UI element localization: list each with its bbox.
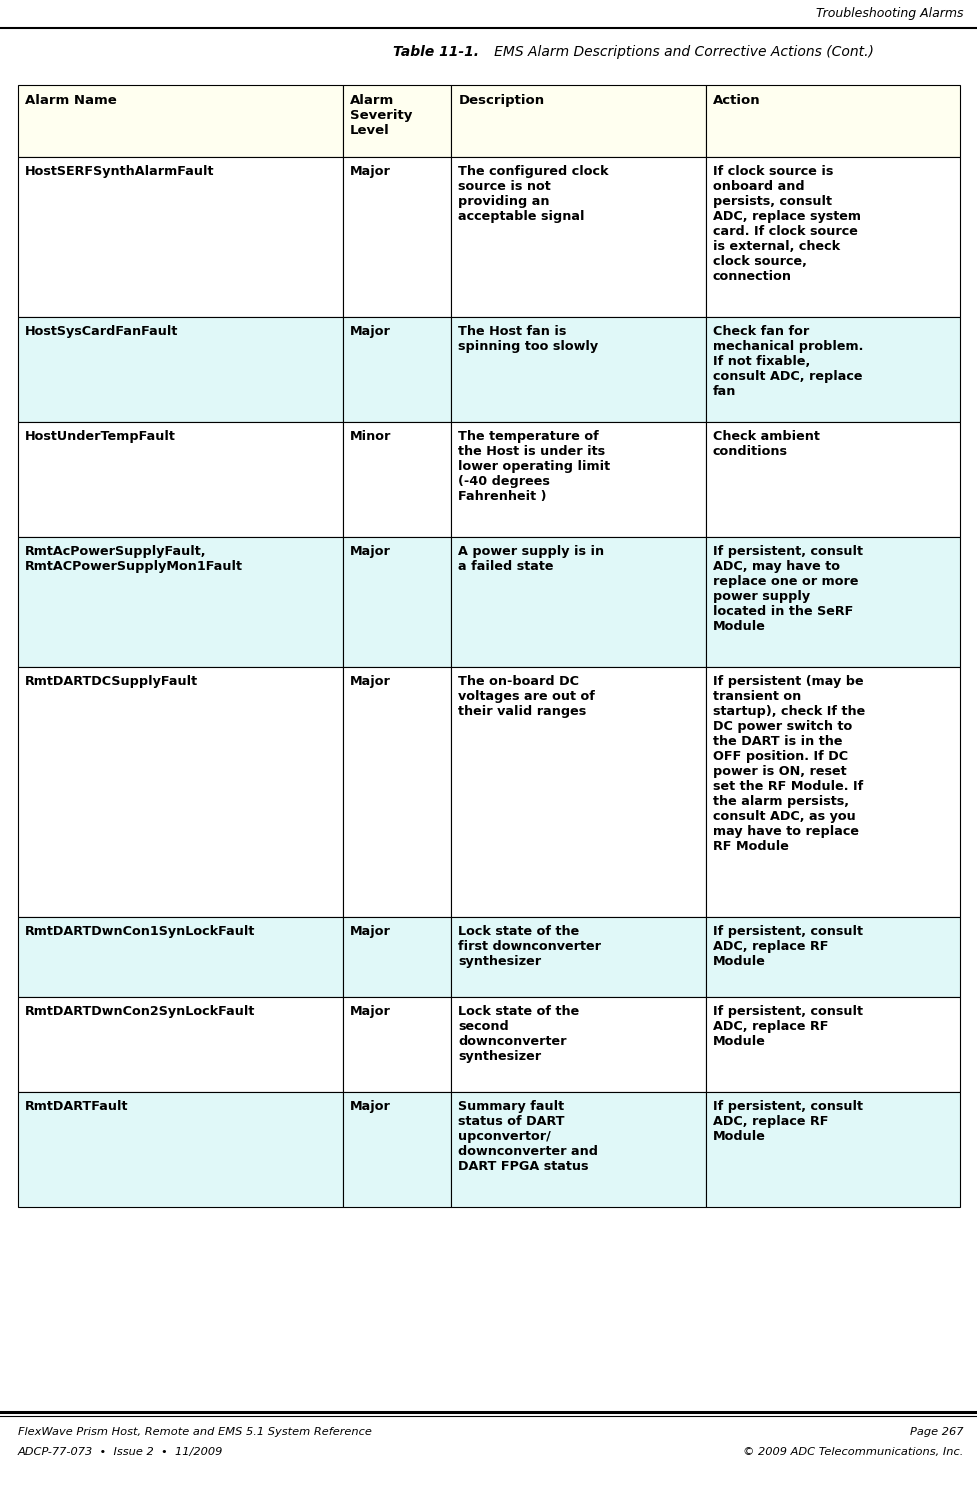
Bar xyxy=(18,667,343,917)
Bar xyxy=(450,996,705,1093)
Bar xyxy=(343,318,450,421)
Bar xyxy=(18,84,343,157)
Text: Minor: Minor xyxy=(350,430,391,442)
Bar xyxy=(450,1093,705,1207)
Text: The on-board DC
voltages are out of
their valid ranges: The on-board DC voltages are out of thei… xyxy=(458,676,595,718)
Bar xyxy=(705,1093,959,1207)
Text: Major: Major xyxy=(350,676,391,688)
Bar xyxy=(705,917,959,996)
Text: Action: Action xyxy=(712,93,759,107)
Text: EMS Alarm Descriptions and Corrective Actions (Cont.): EMS Alarm Descriptions and Corrective Ac… xyxy=(481,45,873,59)
Text: Major: Major xyxy=(350,1100,391,1114)
Text: RmtDARTDwnCon2SynLockFault: RmtDARTDwnCon2SynLockFault xyxy=(25,1005,255,1017)
Bar xyxy=(450,537,705,667)
Bar xyxy=(343,537,450,667)
Text: Major: Major xyxy=(350,325,391,339)
Bar xyxy=(343,667,450,917)
Text: Lock state of the
second
downconverter
synthesizer: Lock state of the second downconverter s… xyxy=(458,1005,579,1063)
Text: Table 11-1.: Table 11-1. xyxy=(393,45,479,59)
Text: Alarm
Severity
Level: Alarm Severity Level xyxy=(350,93,412,137)
Bar xyxy=(450,667,705,917)
Text: Description: Description xyxy=(458,93,544,107)
Bar xyxy=(705,157,959,318)
Text: © 2009 ADC Telecommunications, Inc.: © 2009 ADC Telecommunications, Inc. xyxy=(742,1446,962,1457)
Bar xyxy=(450,917,705,996)
Text: Alarm Name: Alarm Name xyxy=(25,93,116,107)
Bar xyxy=(450,421,705,537)
Text: If persistent, consult
ADC, replace RF
Module: If persistent, consult ADC, replace RF M… xyxy=(712,1005,862,1047)
Text: Summary fault
status of DART
upconvertor/
downconverter and
DART FPGA status: Summary fault status of DART upconvertor… xyxy=(458,1100,598,1172)
Text: RmtAcPowerSupplyFault,
RmtACPowerSupplyMon1Fault: RmtAcPowerSupplyFault, RmtACPowerSupplyM… xyxy=(25,545,242,573)
Bar xyxy=(18,996,343,1093)
Bar xyxy=(705,421,959,537)
Text: Major: Major xyxy=(350,926,391,938)
Text: If clock source is
onboard and
persists, consult
ADC, replace system
card. If cl: If clock source is onboard and persists,… xyxy=(712,166,860,283)
Bar xyxy=(705,996,959,1093)
Bar xyxy=(705,84,959,157)
Bar xyxy=(343,421,450,537)
Text: HostSysCardFanFault: HostSysCardFanFault xyxy=(25,325,178,339)
Bar xyxy=(343,1093,450,1207)
Text: FlexWave Prism Host, Remote and EMS 5.1 System Reference: FlexWave Prism Host, Remote and EMS 5.1 … xyxy=(18,1427,371,1437)
Text: If persistent (may be
transient on
startup), check If the
DC power switch to
the: If persistent (may be transient on start… xyxy=(712,676,864,853)
Bar xyxy=(343,84,450,157)
Text: Major: Major xyxy=(350,1005,391,1017)
Bar xyxy=(450,318,705,421)
Text: ADCP-77-073  •  Issue 2  •  11/2009: ADCP-77-073 • Issue 2 • 11/2009 xyxy=(18,1446,223,1457)
Bar xyxy=(18,318,343,421)
Text: Check ambient
conditions: Check ambient conditions xyxy=(712,430,819,458)
Bar xyxy=(705,537,959,667)
Bar xyxy=(705,667,959,917)
Text: Lock state of the
first downconverter
synthesizer: Lock state of the first downconverter sy… xyxy=(458,926,601,968)
Text: Troubleshooting Alarms: Troubleshooting Alarms xyxy=(815,8,962,21)
Bar xyxy=(450,84,705,157)
Text: RmtDARTFault: RmtDARTFault xyxy=(25,1100,128,1114)
Text: HostSERFSynthAlarmFault: HostSERFSynthAlarmFault xyxy=(25,166,214,178)
Text: The configured clock
source is not
providing an
acceptable signal: The configured clock source is not provi… xyxy=(458,166,609,223)
Text: RmtDARTDCSupplyFault: RmtDARTDCSupplyFault xyxy=(25,676,198,688)
Bar xyxy=(18,157,343,318)
Text: Check fan for
mechanical problem.
If not fixable,
consult ADC, replace
fan: Check fan for mechanical problem. If not… xyxy=(712,325,862,397)
Bar xyxy=(18,537,343,667)
Text: RmtDARTDwnCon1SynLockFault: RmtDARTDwnCon1SynLockFault xyxy=(25,926,255,938)
Bar xyxy=(705,318,959,421)
Text: HostUnderTempFault: HostUnderTempFault xyxy=(25,430,176,442)
Text: The Host fan is
spinning too slowly: The Host fan is spinning too slowly xyxy=(458,325,598,354)
Text: If persistent, consult
ADC, replace RF
Module: If persistent, consult ADC, replace RF M… xyxy=(712,1100,862,1142)
Text: If persistent, consult
ADC, may have to
replace one or more
power supply
located: If persistent, consult ADC, may have to … xyxy=(712,545,862,634)
Text: If persistent, consult
ADC, replace RF
Module: If persistent, consult ADC, replace RF M… xyxy=(712,926,862,968)
Bar xyxy=(18,1093,343,1207)
Bar xyxy=(450,157,705,318)
Text: The temperature of
the Host is under its
lower operating limit
(-40 degrees
Fahr: The temperature of the Host is under its… xyxy=(458,430,610,503)
Bar xyxy=(343,157,450,318)
Text: Major: Major xyxy=(350,166,391,178)
Bar xyxy=(18,421,343,537)
Text: A power supply is in
a failed state: A power supply is in a failed state xyxy=(458,545,604,573)
Bar xyxy=(343,996,450,1093)
Bar xyxy=(343,917,450,996)
Text: Page 267: Page 267 xyxy=(909,1427,962,1437)
Bar xyxy=(18,917,343,996)
Text: Major: Major xyxy=(350,545,391,558)
